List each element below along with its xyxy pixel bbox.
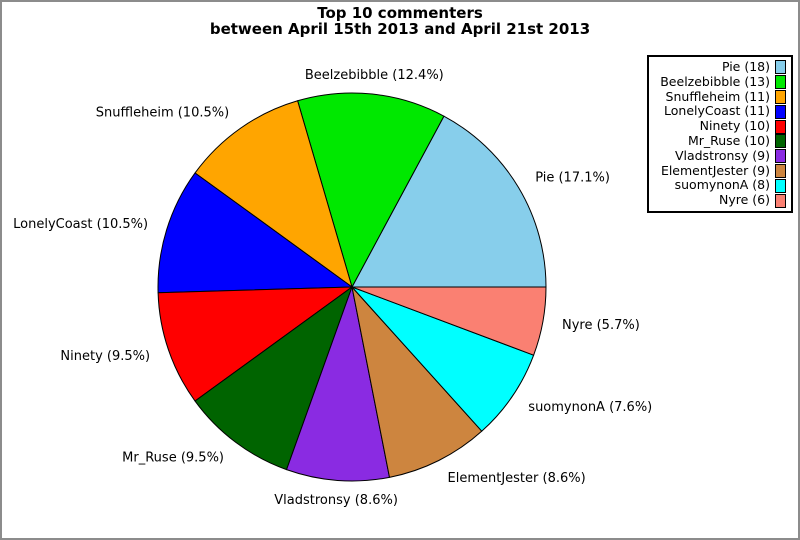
legend-item-snuffleheim: Snuffleheim (11)	[652, 88, 786, 105]
legend-item-beelzebibble: Beelzebibble (13)	[652, 73, 786, 90]
legend-label-snuffleheim: Snuffleheim (11)	[665, 88, 770, 104]
slice-label-suomynona: suomynonA (7.6%)	[528, 400, 652, 415]
legend-label-beelzebibble: Beelzebibble (13)	[660, 73, 770, 89]
chart-title-line2: between April 15th 2013 and April 21st 2…	[209, 20, 591, 38]
legend-swatch-suomynona	[775, 178, 786, 193]
legend-item-mr_ruse: Mr_Ruse (10)	[652, 132, 786, 149]
pie-slice-elementjester	[351, 286, 483, 478]
legend-swatch-lonelycoast	[775, 104, 786, 119]
legend-swatch-pie	[775, 60, 786, 75]
legend-items: Pie (18) Beelzebibble (13) Snuffleheim (11…	[652, 59, 786, 208]
slice-label-mr_ruse: Mr_Ruse (9.5%)	[122, 451, 224, 466]
slice-label-snuffleheim: Snuffleheim (10.5%)	[96, 106, 229, 121]
legend-label-mr_ruse: Mr_Ruse (10)	[687, 132, 770, 148]
legend-swatch-snuffleheim	[775, 89, 786, 104]
legend-label-suomynona: suomynonA (8)	[674, 177, 770, 193]
pie-slice-snuffleheim	[194, 100, 353, 288]
chart-title-line1: Top 10 commenters	[317, 4, 483, 22]
slice-label-nyre: Nyre (5.7%)	[562, 318, 640, 333]
pie-slice-vladstronsy	[286, 286, 390, 482]
chart-title: Top 10 commenters between April 15th 201…	[2, 5, 798, 37]
legend-item-lonelycoast: LonelyCoast (11)	[652, 104, 786, 119]
legend-item-vladstronsy: Vladstronsy (9)	[652, 147, 786, 164]
legend-item-suomynona: suomynonA (8)	[652, 178, 786, 193]
slice-label-beelzebibble: Beelzebibble (12.4%)	[305, 68, 444, 83]
pie-slice-suomynona	[351, 286, 535, 432]
pie-slice-pie	[351, 115, 547, 288]
legend-swatch-vladstronsy	[775, 149, 786, 164]
legend-swatch-ninety	[775, 119, 786, 134]
legend-label-nyre: Nyre (6)	[719, 192, 770, 208]
slice-label-vladstronsy: Vladstronsy (8.6%)	[274, 493, 398, 508]
legend-swatch-beelzebibble	[775, 75, 786, 90]
pie-slice-lonelycoast	[157, 172, 353, 294]
legend: Pie (18) Beelzebibble (13) Snuffleheim (11…	[647, 55, 793, 213]
slice-label-ninety: Ninety (9.5%)	[60, 349, 150, 364]
legend-item-nyre: Nyre (6)	[652, 192, 786, 208]
legend-item-ninety: Ninety (10)	[652, 118, 786, 134]
pie-slice-nyre	[351, 286, 547, 356]
legend-swatch-mr_ruse	[775, 134, 786, 149]
legend-item-pie: Pie (18)	[652, 59, 786, 75]
pie-slice-ninety	[157, 286, 353, 402]
slice-label-elementjester: ElementJester (8.6%)	[448, 471, 586, 486]
legend-label-lonelycoast: LonelyCoast (11)	[664, 103, 770, 119]
pie-slice-beelzebibble	[297, 92, 445, 288]
legend-label-ninety: Ninety (10)	[699, 118, 770, 134]
legend-label-elementjester: ElementJester (9)	[660, 162, 770, 178]
legend-item-elementjester: ElementJester (9)	[652, 162, 786, 179]
legend-label-pie: Pie (18)	[721, 59, 770, 74]
pie-slice-mr_ruse	[194, 286, 353, 471]
legend-swatch-nyre	[775, 193, 786, 208]
slice-label-lonelycoast: LonelyCoast (10.5%)	[13, 217, 148, 232]
legend-label-vladstronsy: Vladstronsy (9)	[674, 147, 770, 163]
legend-swatch-elementjester	[775, 163, 786, 178]
slice-label-pie: Pie (17.1%)	[535, 171, 610, 186]
